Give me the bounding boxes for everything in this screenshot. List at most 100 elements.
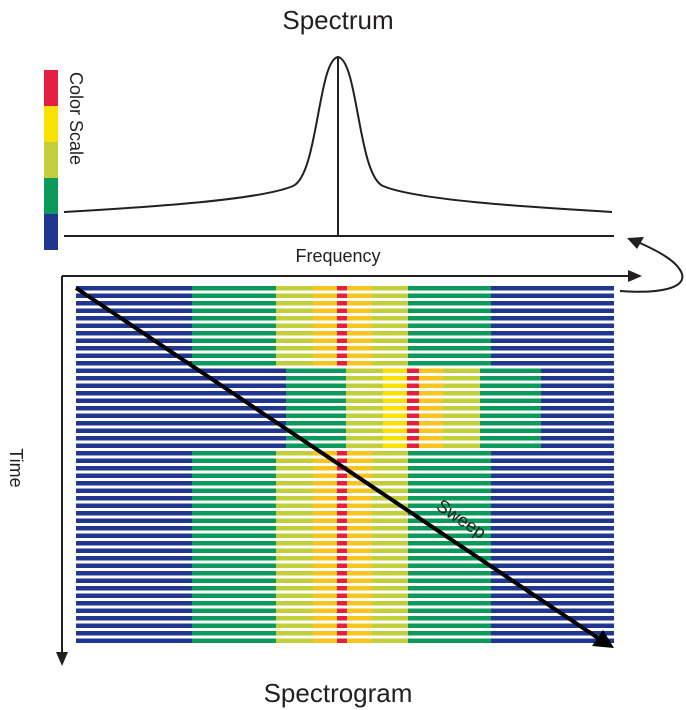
spectrogram-cell [192, 616, 276, 621]
spectrogram-cell [286, 406, 346, 411]
spectrogram-cell [347, 488, 372, 493]
spectrogram-cell [76, 586, 192, 591]
spectrogram-cell [313, 316, 337, 321]
spectrogram-cell [408, 451, 491, 456]
spectrogram-cell [313, 293, 337, 298]
spectrogram-cell [313, 586, 337, 591]
spectrogram-cell [408, 556, 491, 561]
spectrogram-cell [346, 398, 383, 403]
spectrogram-cell [347, 451, 372, 456]
spectrogram-cell [443, 413, 480, 418]
spectrogram-cell [419, 428, 443, 433]
spectrogram-cell [347, 308, 372, 313]
spectrogram-cell [408, 301, 491, 306]
spectrogram-cell [491, 638, 614, 643]
spectrogram-caption: Spectrogram [264, 678, 413, 708]
spectrogram-cell [372, 601, 408, 606]
spectrogram-cell [372, 316, 408, 321]
spectrogram-cell [408, 638, 491, 643]
spectrogram-cell [337, 496, 347, 501]
spectrogram-cell [419, 368, 443, 373]
spectrogram-cell [313, 481, 337, 486]
spectrogram-cell [347, 526, 372, 531]
spectrogram-cell [276, 451, 313, 456]
spectrogram-cell [347, 458, 372, 463]
spectrogram-cell [76, 398, 286, 403]
spectrogram-cell [347, 638, 372, 643]
spectrogram-cell [372, 293, 408, 298]
spectrogram-cell [347, 316, 372, 321]
spectrogram-cell [408, 496, 491, 501]
spectrogram-cell [541, 376, 614, 381]
spectrogram-cell [337, 346, 347, 351]
spectrogram-cell [76, 428, 286, 433]
spectrogram-cell [276, 488, 313, 493]
spectrogram-cell [541, 368, 614, 373]
spectrogram-cell [313, 466, 337, 471]
spectrogram-cell [480, 368, 541, 373]
spectrogram-cell [313, 533, 337, 538]
spectrogram-cell [337, 526, 347, 531]
spectrogram-cell [276, 316, 313, 321]
spectrogram-cell [76, 391, 286, 396]
spectrogram-cell [408, 541, 491, 546]
spectrogram-cell [491, 526, 614, 531]
spectrogram-cell [383, 368, 407, 373]
spectrogram-cell [372, 458, 408, 463]
spectrogram-cell [337, 301, 347, 306]
spectrogram-cell [491, 586, 614, 591]
spectrogram-cell [76, 548, 192, 553]
spectrogram-cell [372, 473, 408, 478]
spectrogram-cell [372, 361, 408, 366]
spectrogram-cell [383, 436, 407, 441]
spectrogram-cell [383, 413, 407, 418]
spectrogram-cell [491, 451, 614, 456]
spectrogram-cell [192, 608, 276, 613]
spectrogram-cell [192, 503, 276, 508]
spectrogram-cell [491, 346, 614, 351]
spectrogram-cell [286, 413, 346, 418]
spectrogram-cell [347, 518, 372, 523]
color-scale-swatch-yellowgreen [44, 142, 58, 178]
spectrogram-cell [372, 616, 408, 621]
spectrogram-cell [192, 526, 276, 531]
spectrogram-cell [192, 601, 276, 606]
spectrogram-cell [347, 503, 372, 508]
spectrogram-cell [419, 398, 443, 403]
spectrogram-cell [76, 406, 286, 411]
spectrogram-cell [346, 421, 383, 426]
spectrogram-cell [419, 421, 443, 426]
spectrogram-cell [76, 421, 286, 426]
spectrogram-cell [347, 616, 372, 621]
spectrogram-cell [76, 533, 192, 538]
spectrogram-cell [419, 391, 443, 396]
spectrogram-cell [443, 436, 480, 441]
spectrogram-cell [347, 593, 372, 598]
spectrogram-cell [419, 443, 443, 448]
spectrogram-cell [76, 503, 192, 508]
spectrogram-cell [408, 293, 491, 298]
spectrogram-cell [76, 301, 192, 306]
spectrogram-cell [337, 316, 347, 321]
spectrogram-cell [276, 563, 313, 568]
spectrogram-cell [407, 383, 419, 388]
spectrogram-cell [276, 466, 313, 471]
spectrogram-cell [192, 308, 276, 313]
spectrogram-cell [372, 631, 408, 636]
spectrogram-cell [347, 496, 372, 501]
spectrogram-cell [76, 338, 192, 343]
spectrogram-cell [347, 563, 372, 568]
spectrogram-cell [372, 308, 408, 313]
spectrogram-cell [76, 361, 192, 366]
spectrogram-cell [76, 458, 192, 463]
spectrogram-cell [491, 308, 614, 313]
spectrogram-cell [480, 421, 541, 426]
spectrogram-cell [276, 331, 313, 336]
spectrogram-cell [276, 571, 313, 576]
spectrogram-cell [491, 601, 614, 606]
spectrogram-cell [347, 631, 372, 636]
spectrogram-cell [192, 481, 276, 486]
spectrogram-cell [76, 593, 192, 598]
spectrogram-cell [408, 473, 491, 478]
